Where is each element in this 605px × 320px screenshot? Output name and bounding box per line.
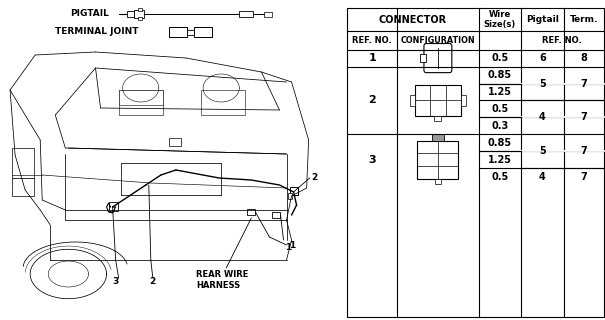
Text: 0.5: 0.5: [491, 53, 508, 63]
Text: Term.: Term.: [570, 15, 598, 24]
Text: 0.85: 0.85: [488, 70, 512, 80]
Bar: [169, 138, 181, 146]
Text: 6: 6: [539, 53, 546, 63]
Bar: [119, 90, 163, 105]
Text: 2: 2: [368, 95, 376, 106]
Bar: [272, 212, 281, 218]
Bar: [134, 10, 144, 18]
Text: TERMINAL JOINT: TERMINAL JOINT: [55, 28, 139, 36]
Text: 4: 4: [539, 172, 546, 182]
Text: REAR WIRE
HARNESS: REAR WIRE HARNESS: [196, 270, 249, 290]
Text: 8: 8: [581, 53, 587, 63]
Bar: [119, 90, 163, 115]
FancyBboxPatch shape: [424, 44, 452, 73]
Text: 0.5: 0.5: [491, 104, 508, 114]
Bar: [431, 133, 444, 140]
Text: REF. NO.: REF. NO.: [542, 36, 582, 45]
Text: 1: 1: [286, 244, 292, 252]
Bar: [417, 140, 458, 179]
Text: 3: 3: [113, 277, 119, 286]
Bar: [287, 193, 292, 199]
Text: PIGTAIL: PIGTAIL: [70, 10, 110, 19]
Bar: [247, 209, 255, 215]
Bar: [12, 178, 34, 196]
Text: 7: 7: [581, 172, 587, 182]
Text: CONFIGURATION: CONFIGURATION: [401, 36, 475, 45]
Text: 1.25: 1.25: [488, 155, 512, 165]
Bar: [138, 8, 142, 11]
Text: 7: 7: [581, 146, 587, 156]
Text: 0.3: 0.3: [491, 121, 508, 131]
Bar: [169, 27, 187, 37]
Text: 4: 4: [539, 112, 546, 123]
Text: 1.25: 1.25: [488, 87, 512, 97]
Text: CONNECTOR: CONNECTOR: [379, 14, 447, 25]
Text: 0.5: 0.5: [491, 172, 508, 182]
Bar: [12, 148, 34, 178]
Bar: [461, 95, 466, 106]
Bar: [410, 95, 415, 106]
Bar: [138, 17, 142, 20]
Text: 2: 2: [149, 277, 155, 286]
Bar: [194, 27, 212, 37]
Text: Pigtail: Pigtail: [526, 15, 559, 24]
Text: 5: 5: [539, 78, 546, 89]
Text: 1: 1: [368, 53, 376, 63]
Text: 3: 3: [368, 155, 376, 165]
Bar: [126, 11, 134, 17]
Bar: [290, 187, 298, 195]
Bar: [434, 116, 441, 122]
Text: 5: 5: [539, 146, 546, 156]
Text: 0.85: 0.85: [488, 138, 512, 148]
Bar: [187, 29, 194, 35]
Bar: [240, 11, 253, 17]
Text: 7: 7: [581, 78, 587, 89]
Bar: [415, 85, 461, 116]
Text: 2: 2: [312, 173, 318, 182]
Bar: [420, 54, 426, 62]
Text: Wire
Size(s): Wire Size(s): [483, 10, 516, 29]
Bar: [201, 90, 245, 115]
Text: 7: 7: [581, 112, 587, 123]
Bar: [264, 12, 272, 17]
Text: REF. NO.: REF. NO.: [352, 36, 392, 45]
Bar: [435, 179, 440, 184]
Bar: [108, 202, 117, 211]
Text: 1: 1: [289, 241, 295, 250]
